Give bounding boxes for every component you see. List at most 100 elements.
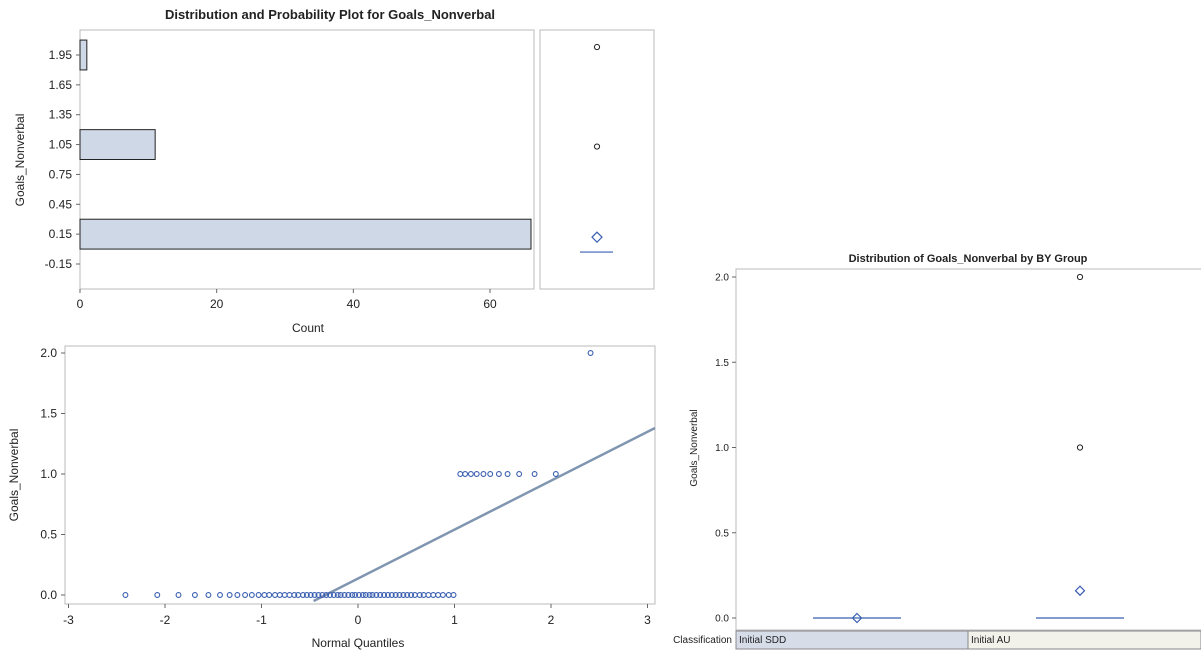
- group-box-mean-marker: [851, 612, 863, 624]
- probability-point: [330, 592, 337, 598]
- probability-point: [366, 592, 373, 598]
- histogram-y-tick-label: 1.95: [49, 48, 73, 62]
- probability-point: [291, 592, 298, 598]
- probability-point: [504, 471, 511, 477]
- probability-point: [248, 592, 255, 598]
- probability-point: [319, 592, 326, 598]
- probability-point: [217, 592, 223, 598]
- probability-point: [396, 592, 403, 598]
- probability-y-tick-label: 1.0: [40, 467, 57, 481]
- group-boxplot-y-tick-label: 0.5: [715, 528, 729, 539]
- probability-point: [552, 471, 559, 477]
- histogram-title: Distribution and Probability Plot for Go…: [165, 7, 495, 22]
- probability-point: [175, 592, 182, 598]
- probability-point: [337, 592, 344, 598]
- probability-point: [487, 471, 494, 477]
- histogram-y-tick-label: 1.65: [49, 78, 73, 92]
- histogram-y-tick-label: 0.45: [49, 197, 73, 211]
- probability-point: [191, 592, 198, 598]
- side-boxplot-outlier: [593, 143, 601, 150]
- probability-x-tick-label: -2: [160, 613, 171, 627]
- probability-plot-x-axis-label: Normal Quantiles: [312, 636, 405, 650]
- probability-point: [255, 592, 262, 598]
- histogram-x-tick-label: 40: [347, 297, 361, 311]
- group-box-outlier: [1076, 444, 1084, 451]
- classification-strip-cell-label: Initial AU: [971, 635, 1010, 646]
- probability-point: [384, 592, 391, 598]
- probability-point: [381, 592, 388, 598]
- probability-point: [311, 592, 318, 598]
- probability-point: [362, 592, 369, 598]
- probability-point: [377, 592, 384, 598]
- probability-point: [234, 592, 241, 598]
- probability-x-tick-label: 3: [644, 613, 651, 627]
- classification-strip-label: Classification: [673, 635, 732, 646]
- probability-point: [315, 592, 322, 598]
- probability-point: [457, 471, 464, 477]
- probability-point: [356, 592, 362, 598]
- probability-x-tick-label: 0: [355, 613, 362, 627]
- histogram-x-tick-label: 20: [210, 297, 224, 311]
- side-boxplot-outlier: [593, 43, 601, 51]
- probability-x-tick-label: -3: [63, 613, 74, 627]
- probability-point: [435, 592, 442, 598]
- group-box-mean-marker: [1074, 585, 1086, 597]
- probability-point: [450, 592, 457, 598]
- probability-point: [531, 471, 538, 477]
- probability-point: [408, 592, 415, 598]
- probability-y-tick-label: 0.5: [40, 528, 57, 542]
- probability-point: [516, 471, 523, 477]
- probability-point: [495, 471, 502, 477]
- probability-y-tick-label: 1.5: [40, 407, 57, 421]
- probability-point: [369, 592, 376, 598]
- probability-point: [226, 592, 233, 598]
- probability-point: [154, 592, 161, 598]
- probability-point: [276, 592, 283, 598]
- histogram-y-axis-label: Goals_Nonverbal: [13, 114, 27, 207]
- histogram-bar: [79, 39, 88, 71]
- probability-point: [266, 592, 273, 598]
- probability-point: [300, 592, 306, 598]
- reference-line: [313, 426, 656, 603]
- probability-point: [327, 592, 333, 598]
- probability-point: [261, 592, 268, 598]
- histogram-y-tick-label: 0.75: [49, 167, 73, 181]
- side-boxplot-mean-marker: [591, 231, 603, 243]
- probability-y-tick-label: 2.0: [40, 346, 57, 360]
- probability-point: [303, 592, 310, 598]
- probability-point: [445, 592, 452, 598]
- probability-y-tick-label: 0.0: [40, 588, 57, 602]
- probability-point: [587, 350, 594, 356]
- probability-point: [359, 592, 366, 598]
- probability-point: [272, 592, 278, 598]
- probability-point: [473, 471, 480, 477]
- histogram-y-tick-label: 1.05: [49, 138, 73, 152]
- probability-point: [462, 471, 469, 477]
- group-box-outlier: [1076, 273, 1084, 281]
- group-boxplot-y-tick-label: 1.0: [715, 443, 729, 454]
- probability-point: [439, 592, 446, 598]
- histogram-y-tick-label: -0.15: [45, 257, 73, 271]
- histogram-x-tick-label: 0: [77, 297, 84, 311]
- histogram-x-axis-label: Count: [292, 321, 325, 335]
- probability-point: [388, 592, 395, 598]
- probability-point: [425, 592, 432, 598]
- group-boxplot-y-tick-label: 0.0: [715, 614, 729, 625]
- probability-point: [392, 592, 399, 598]
- probability-point: [416, 592, 423, 598]
- probability-x-tick-label: -1: [256, 613, 267, 627]
- classification-strip-cell-label: Initial SDD: [739, 635, 786, 646]
- histogram-y-tick-label: 1.35: [49, 108, 73, 122]
- probability-point: [205, 592, 212, 598]
- probability-point: [341, 592, 348, 598]
- probability-point: [323, 592, 330, 598]
- group-boxplot-y-axis-label: Goals_Nonverbal: [689, 409, 700, 486]
- probability-point: [286, 592, 293, 598]
- probability-point: [334, 592, 341, 598]
- probability-plot-frame: [64, 345, 656, 605]
- histogram-bar: [79, 129, 156, 160]
- group-boxplot-y-tick-label: 2.0: [715, 273, 729, 284]
- histogram-y-tick-label: 0.15: [49, 227, 73, 241]
- classification-strip-cell: [967, 630, 1201, 650]
